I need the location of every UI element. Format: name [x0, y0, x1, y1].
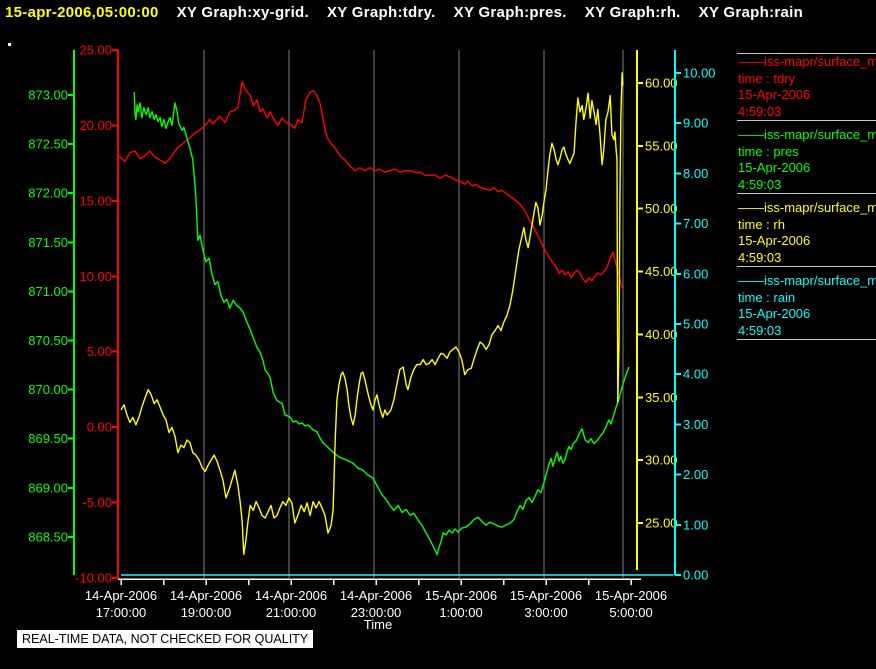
rain-tick-label: 8.00	[683, 166, 708, 181]
title-graph-rain: XY Graph:rain	[698, 4, 804, 21]
tdry-tick-label: 15.00	[79, 193, 112, 208]
time-tick-time: 3:00:00	[524, 605, 567, 620]
rain-tick-label: 2.00	[683, 467, 708, 482]
legend-source: ——iss-mapr/surface_m	[738, 127, 876, 142]
rh-tick-label: 30.00	[645, 453, 678, 468]
time-tick-date: 15-Apr-2006	[510, 588, 582, 603]
time-tick-time: 17:00:00	[96, 605, 147, 620]
time-tick-time: 23:00:00	[351, 605, 402, 620]
title-graph-pres: XY Graph:pres.	[453, 4, 567, 21]
pres-tick-label: 869.00	[28, 480, 68, 495]
time-tick-date: 15-Apr-2006	[425, 588, 497, 603]
pres-tick-label: 870.50	[28, 333, 68, 348]
time-tick-date: 14-Apr-2006	[170, 588, 242, 603]
rh-tick-label: 55.00	[645, 138, 678, 153]
title-graph-rh: XY Graph:rh.	[584, 4, 681, 21]
legend-date: 15-Apr-2006	[738, 233, 811, 248]
quality-notice-banner: REAL-TIME DATA, NOT CHECKED FOR QUALITY	[17, 630, 314, 648]
legend-time: 4:59:03	[738, 103, 782, 119]
rain-tick-label: 10.00	[683, 66, 716, 81]
time-tick-date: 15-Apr-2006	[595, 588, 667, 603]
rh-tick-label: 25.00	[645, 515, 678, 530]
legend-time: 4:59:03	[738, 176, 782, 192]
title-timestamp: 15-apr-2006,05:00:00	[5, 4, 159, 21]
time-axis-title: Time	[364, 617, 392, 632]
legend-time: 4:59:03	[738, 322, 782, 338]
legend-separator	[737, 339, 876, 340]
rh-tick-label: 45.00	[645, 264, 678, 279]
series-pres	[133, 92, 630, 556]
time-tick-time: 5:00:00	[609, 605, 652, 620]
time-tick-date: 14-Apr-2006	[85, 588, 157, 603]
pres-tick-label: 871.00	[28, 284, 68, 299]
pres-tick-label: 868.50	[28, 529, 68, 544]
rain-tick-label: 5.00	[683, 317, 708, 332]
legend-entry-tdry: ——iss-mapr/surface_m time : tdry 15-Apr-…	[737, 53, 876, 120]
time-tick-date: 14-Apr-2006	[340, 588, 412, 603]
tdry-tick-label: 25.00	[79, 43, 112, 58]
tdry-tick-label: 20.00	[79, 118, 112, 133]
tdry-tick-label: 0.00	[87, 420, 112, 435]
legend-source: ——iss-mapr/surface_m	[738, 54, 876, 69]
legend-source: ——iss-mapr/surface_m	[738, 273, 876, 288]
tdry-tick-label: 5.00	[87, 344, 112, 359]
legend-field: time : tdry	[738, 70, 796, 86]
rh-tick-label: 40.00	[645, 327, 678, 342]
legend-entry-rain: ——iss-mapr/surface_m time : rain 15-Apr-…	[737, 266, 876, 339]
rain-tick-label: 6.00	[683, 266, 708, 281]
rh-tick-label: 60.00	[645, 76, 678, 91]
rain-tick-label: 4.00	[683, 367, 708, 382]
time-tick-date: 14-Apr-2006	[255, 588, 327, 603]
title-graph-tdry: XY Graph:tdry.	[326, 4, 436, 21]
rain-tick-label: 1.00	[683, 517, 708, 532]
pres-tick-label: 872.00	[28, 186, 68, 201]
time-tick-time: 19:00:00	[181, 605, 232, 620]
rain-tick-label: 0.00	[683, 568, 708, 583]
legend-time: 4:59:03	[738, 249, 782, 265]
rh-tick-label: 50.00	[645, 201, 678, 216]
title-bar: 15-apr-2006,05:00:00 XY Graph:xy-grid. X…	[5, 4, 803, 21]
time-tick-time: 21:00:00	[266, 605, 317, 620]
series-rh	[120, 72, 624, 556]
series-tdry	[118, 80, 624, 291]
legend: ——iss-mapr/surface_m time : tdry 15-Apr-…	[737, 53, 876, 340]
pres-tick-label: 869.50	[28, 431, 68, 446]
tdry-tick-label: 10.00	[79, 269, 112, 284]
legend-entry-rh: ——iss-mapr/surface_m time : rh 15-Apr-20…	[737, 193, 876, 266]
rh-tick-label: 35.00	[645, 390, 678, 405]
legend-field: time : rain	[738, 289, 796, 305]
rain-tick-label: 9.00	[683, 116, 708, 131]
legend-field: time : rh	[738, 216, 785, 232]
tdry-tick-label: -5.00	[82, 495, 112, 510]
title-graph-xygrid: XY Graph:xy-grid.	[176, 4, 309, 21]
legend-date: 15-Apr-2006	[738, 160, 811, 175]
time-tick-time: 1:00:00	[439, 605, 482, 620]
pres-tick-label: 873.00	[28, 88, 68, 103]
legend-date: 15-Apr-2006	[738, 306, 811, 321]
cursor-dot	[8, 43, 11, 46]
legend-field: time : pres	[738, 143, 799, 159]
tdry-tick-label: -10.00	[75, 570, 112, 585]
pres-tick-label: 872.50	[28, 137, 68, 152]
pres-tick-label: 870.00	[28, 382, 68, 397]
legend-entry-pres: ——iss-mapr/surface_m time : pres 15-Apr-…	[737, 120, 876, 193]
pres-tick-label: 871.50	[28, 235, 68, 250]
rain-tick-label: 3.00	[683, 417, 708, 432]
rain-tick-label: 7.00	[683, 216, 708, 231]
legend-source: ——iss-mapr/surface_m	[738, 200, 876, 215]
legend-date: 15-Apr-2006	[738, 87, 811, 102]
